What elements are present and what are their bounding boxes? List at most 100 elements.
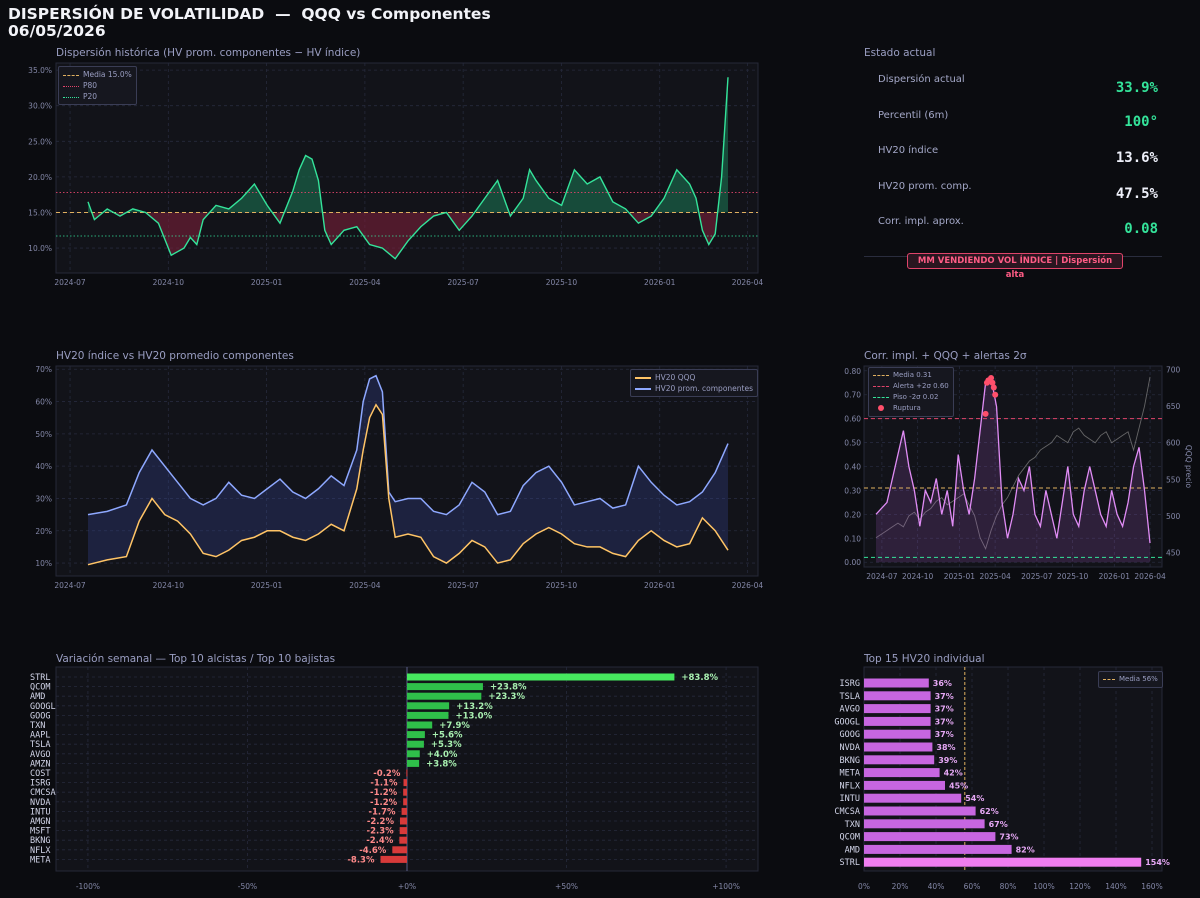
dispersion-area-below	[88, 212, 728, 259]
dispersion-xtick: 2025-04	[349, 278, 381, 287]
top15-bar	[864, 742, 933, 752]
weekly-bar	[380, 855, 407, 863]
corr-ytick: 0.00	[844, 558, 861, 567]
weekly-bar	[407, 702, 450, 710]
weekly-category: CMCSA	[30, 788, 56, 798]
corr-xtick: 2025-10	[1057, 572, 1089, 581]
top15-bar-label: 82%	[1016, 845, 1035, 854]
corr-ytick: 0.50	[844, 439, 861, 448]
top15-bar-label: 37%	[935, 730, 954, 739]
dispersion-xtick: 2024-07	[54, 278, 86, 287]
weekly-bar	[407, 740, 424, 748]
stat-value-hv20-comp: 47.5%	[1115, 186, 1158, 202]
corr-ytick: 0.20	[844, 510, 861, 519]
stat-label-corr: Corr. impl. aprox.	[878, 216, 964, 227]
weekly-bar	[392, 846, 407, 854]
dispersion-legend: Media 15.0% P80 P20	[58, 66, 137, 105]
dispersion-xtick: 2026-04	[732, 278, 764, 287]
top15-bar-label: 42%	[944, 769, 963, 778]
weekly-bar	[407, 721, 433, 729]
hv20-ytick: 30%	[35, 494, 52, 503]
weekly-category: GOOG	[30, 711, 50, 721]
corr-y2tick: 700	[1166, 366, 1181, 375]
top15-category: META	[840, 769, 860, 779]
corr-ytick: 0.30	[844, 486, 861, 495]
corr-ruptura-point	[992, 391, 999, 398]
hv20-xtick: 2026-04	[732, 581, 764, 590]
weekly-category: AMZN	[30, 759, 50, 769]
top15-bar-label: 45%	[949, 781, 968, 790]
legend-corr-media: Media 0.31	[893, 371, 932, 379]
weekly-bar-label: +23.3%	[488, 692, 525, 702]
weekly-bar-label: -8.3%	[347, 855, 375, 865]
weekly-category: NFLX	[30, 846, 51, 856]
weekly-category: AVGO	[30, 750, 50, 760]
weekly-bar-label: +5.6%	[432, 731, 463, 741]
top15-category: GOOG	[840, 730, 860, 740]
hv20-ytick: 70%	[35, 365, 52, 374]
corr-ytick: 0.10	[844, 534, 861, 543]
top15-bar	[864, 793, 962, 803]
top15-bar	[864, 704, 931, 714]
top15-category: QCOM	[840, 833, 860, 843]
weekly-category: MSFT	[30, 827, 50, 837]
weekly-bar	[401, 807, 407, 815]
top15-bar	[864, 678, 929, 688]
dispersion-title: Dispersión histórica (HV prom. component…	[56, 47, 361, 59]
top15-xtick: 40%	[928, 882, 945, 891]
weekly-bar-label: -2.4%	[366, 836, 394, 846]
legend-corr-alerta: Alerta +2σ 0.60	[893, 382, 949, 390]
weekly-bar	[403, 788, 407, 796]
top15-legend: Media 56%	[1098, 671, 1163, 688]
dispersion-xtick: 2024-10	[153, 278, 185, 287]
weekly-bar	[407, 673, 675, 681]
corr-y2label: QQQ precio	[1184, 445, 1193, 489]
corr-y2tick: 550	[1166, 475, 1181, 484]
top15-bar	[864, 780, 945, 790]
corr-y2tick: 600	[1166, 439, 1181, 448]
corr-xtick: 2025-07	[1021, 572, 1053, 581]
stat-value-hv20-indice: 13.6%	[1115, 150, 1158, 166]
hv20-ytick: 60%	[35, 398, 52, 407]
hv20-xtick: 2025-01	[251, 581, 283, 590]
top15-category: CMCSA	[834, 807, 860, 817]
top15-bar-label: 38%	[936, 743, 955, 752]
weekly-bar	[403, 779, 407, 787]
weekly-bar	[407, 692, 482, 700]
corr-ytick: 0.40	[844, 463, 861, 472]
weekly-bar	[406, 769, 408, 777]
weekly-bar	[403, 798, 407, 806]
weekly-bar	[399, 817, 407, 825]
legend-corr-ruptura: Ruptura	[893, 404, 921, 412]
dispersion-ytick: 15.0%	[28, 208, 52, 217]
stat-value-dispersion: 33.9%	[1115, 80, 1158, 96]
weekly-xtick: -100%	[76, 882, 100, 891]
weekly-bar	[407, 711, 449, 719]
dispersion-series-line	[87, 77, 729, 260]
dispersion-xtick: 2025-01	[251, 278, 283, 287]
top15-xtick: 120%	[1069, 882, 1090, 891]
weekly-xtick: +100%	[712, 882, 740, 891]
weekly-category: STRL	[30, 673, 50, 683]
corr-qqq-line	[875, 376, 1151, 550]
top15-bar	[864, 716, 931, 726]
top15-category: STRL	[840, 858, 860, 868]
corr-legend: Media 0.31 Alerta +2σ 0.60 Piso -2σ 0.02…	[868, 367, 954, 417]
top15-bar-label: 37%	[935, 717, 954, 726]
weekly-bar-label: +3.8%	[426, 759, 457, 769]
legend-media: Media 15.0%	[83, 70, 132, 79]
top15-bar	[864, 819, 985, 829]
top15-xtick: 140%	[1105, 882, 1126, 891]
corr-xtick: 2026-01	[1099, 572, 1131, 581]
hv20-plot-area	[55, 365, 759, 577]
corr-xtick: 2024-10	[902, 572, 934, 581]
dispersion-ytick: 10.0%	[28, 244, 52, 253]
top15-bar-label: 37%	[935, 705, 954, 714]
weekly-category: COST	[30, 769, 50, 779]
page-date: 06/05/2026	[8, 22, 106, 40]
stat-value-corr: 0.08	[1124, 221, 1158, 237]
weekly-category: AMD	[30, 692, 45, 702]
weekly-bar	[399, 836, 407, 844]
top15-bar	[864, 729, 931, 739]
